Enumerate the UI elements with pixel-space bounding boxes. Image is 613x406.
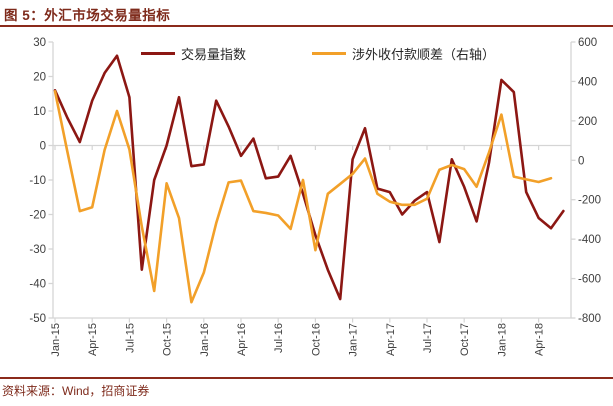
x-tick-label: Apr-18 [534,323,546,356]
title-divider [0,25,613,27]
y-left-tick-label: -30 [29,244,46,256]
surplus-line-swatch-icon [312,52,346,55]
source-note: 资料来源：Wind，招商证券 [2,384,150,398]
y-right-tick-label: 600 [578,37,597,49]
x-tick-label: Oct-16 [310,323,322,356]
x-tick-label: Oct-15 [162,323,174,356]
x-tick-label: Apr-17 [385,323,397,356]
y-right-tick-label: 400 [578,76,597,88]
y-right-tick-label: -400 [578,234,601,246]
x-tick-label: Jan-16 [199,323,211,357]
y-right-tick-label: -800 [578,313,601,325]
legend-item-volume: 交易量指数 [141,44,246,63]
legend-label-surplus: 涉外收付款顺差（右轴） [352,47,496,62]
y-right-tick-label: -600 [578,274,601,286]
y-left-tick-label: -10 [29,175,46,187]
x-tick-label: Jan-18 [496,323,508,357]
y-right-tick-label: 200 [578,116,597,128]
y-left-tick-label: -40 [29,279,46,291]
volume-line-swatch-icon [141,52,175,55]
x-tick-label: Jan-15 [50,323,62,357]
footer-divider [0,377,613,379]
legend-label-volume: 交易量指数 [181,47,247,62]
y-left-tick-label: -50 [29,313,46,325]
x-tick-label: Oct-17 [459,323,471,356]
x-tick-label: Jul-17 [422,323,434,353]
y-left-tick-label: -20 [29,210,46,222]
y-left-tick-label: 10 [33,106,46,118]
x-tick-label: Apr-16 [236,323,248,356]
series-line-volume [53,54,565,301]
x-tick-label: Jul-16 [273,323,285,353]
x-tick-label: Apr-15 [87,323,99,356]
legend-item-surplus: 涉外收付款顺差（右轴） [312,44,495,63]
series-line-surplus [53,89,553,304]
y-left-tick-label: 30 [33,37,46,49]
x-tick-label: Jan-17 [348,323,360,357]
y-left-tick-label: 20 [33,72,46,84]
y-left-tick-label: 0 [40,141,46,153]
y-right-tick-label: 0 [578,155,584,167]
y-right-tick-label: -200 [578,195,601,207]
x-tick-label: Jul-15 [124,323,136,353]
figure-title: 图 5：外汇市场交易量指标 [4,8,171,23]
